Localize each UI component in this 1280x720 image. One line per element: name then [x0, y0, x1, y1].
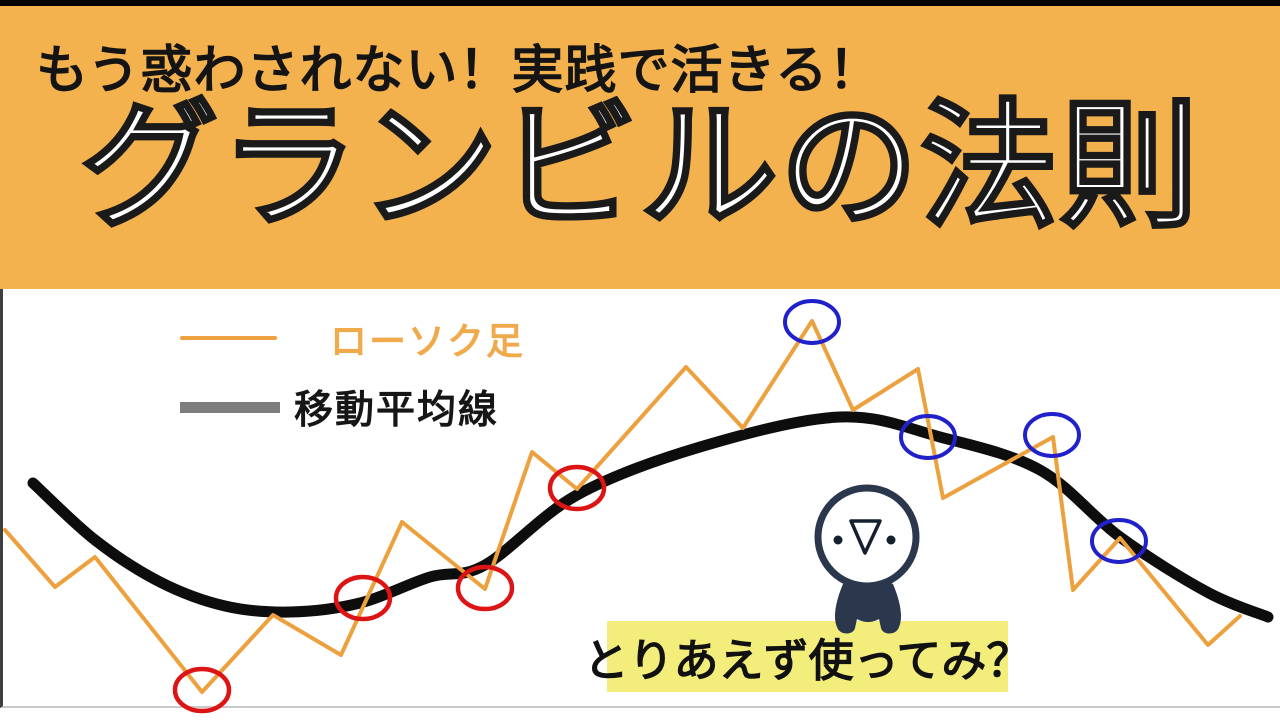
footer-strip: [0, 708, 1280, 720]
legend-item-moving-average: 移動平均線: [180, 384, 499, 432]
header-banner: もう惑わされない！実践で活きる！ グランビルの法則: [0, 6, 1280, 289]
moving-average-legend-label: 移動平均線: [294, 389, 500, 432]
candlestick-line-swatch: [180, 336, 277, 340]
header-tagline: もう惑わされない！実践で活きる！: [36, 42, 882, 100]
candlestick-legend-label: ローソク足: [330, 321, 525, 362]
moving-average-line-swatch: [180, 401, 280, 413]
letterbox-top-bar: [0, 0, 1280, 6]
page-title: グランビルの法則: [78, 90, 1200, 245]
legend-item-candlestick: ローソク足: [180, 316, 525, 362]
callout-bubble: とりあえず使ってみ？: [584, 621, 1031, 692]
